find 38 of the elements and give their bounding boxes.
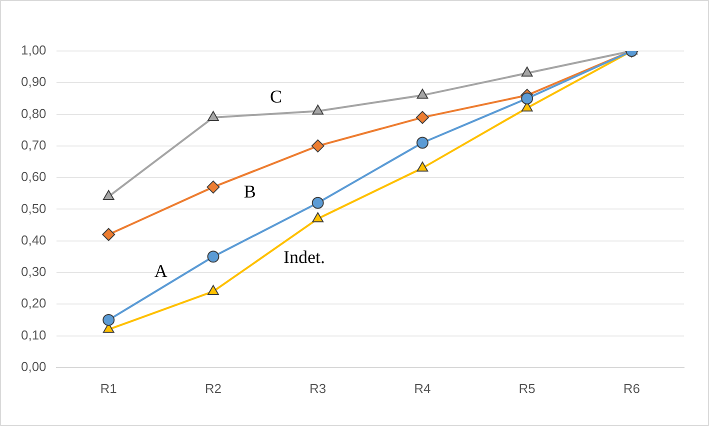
x-tick-label: R4 [414, 380, 431, 396]
y-tick-label: 0,00 [20, 358, 46, 374]
x-tick-label: R6 [623, 380, 640, 396]
y-tick-label: 0,30 [20, 264, 46, 280]
point [311, 139, 324, 152]
point [102, 190, 114, 200]
point [521, 66, 533, 77]
point [102, 314, 115, 326]
x-tick-label: R5 [518, 380, 536, 396]
point [416, 88, 428, 99]
point [208, 110, 219, 121]
point [206, 180, 220, 194]
point [521, 92, 534, 104]
series-label: Indet. [284, 246, 325, 267]
series-label: B [244, 181, 256, 202]
point [312, 212, 324, 222]
y-tick-label: 0,90 [20, 74, 46, 90]
y-tick-label: 0,70 [20, 138, 46, 152]
point [416, 136, 428, 149]
point [416, 110, 429, 124]
series-label: A [154, 261, 168, 282]
point [312, 196, 324, 209]
point [102, 228, 116, 242]
y-tick-label: 0,60 [20, 169, 46, 184]
point [312, 104, 324, 115]
y-tick-label: 0,10 [20, 327, 46, 342]
y-tick-label: 0,80 [20, 106, 46, 121]
y-tick-label: 0,40 [20, 232, 46, 248]
point [207, 250, 220, 263]
point [208, 284, 219, 295]
x-tick-label: R3 [310, 380, 326, 396]
series-label: C [270, 86, 282, 106]
y-tick-label: 0,20 [20, 296, 46, 311]
x-tick-label: R1 [100, 380, 117, 396]
point [416, 162, 428, 172]
y-tick-label: 0,50 [20, 200, 46, 216]
y-tick-label: 1,00 [20, 42, 46, 58]
x-tick-label: R2 [204, 380, 222, 396]
